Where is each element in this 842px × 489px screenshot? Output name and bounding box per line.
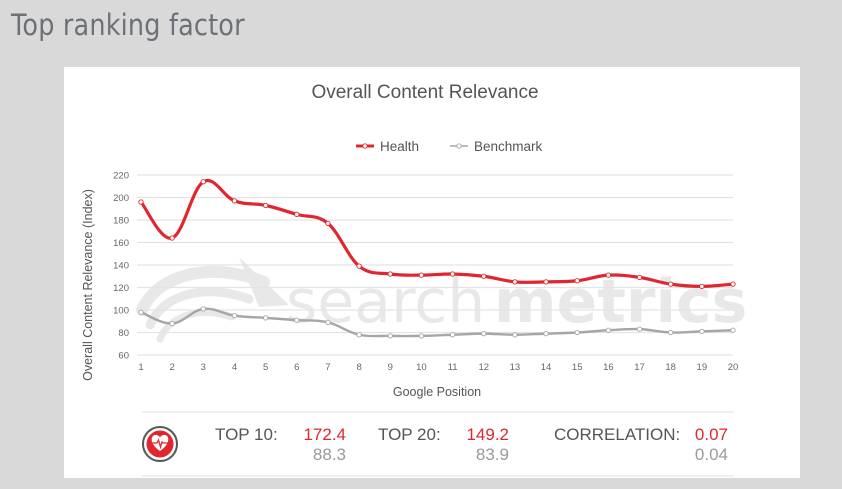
watermark-text-bold: metrics: [494, 267, 747, 337]
svg-text:16: 16: [603, 362, 614, 373]
svg-text:4: 4: [232, 362, 237, 373]
y-axis-ticks: 60 80 100 120 140 160 180 200 220: [113, 171, 129, 362]
legend-item-health[interactable]: Health: [356, 139, 419, 154]
svg-text:17: 17: [634, 362, 645, 373]
chart-legend: Health Benchmark: [356, 139, 543, 154]
y-axis-label: Overall Content Relevance (Index): [81, 189, 95, 381]
chart-card: search metrics Overall Content Relevance…: [64, 67, 800, 478]
legend-item-benchmark[interactable]: Benchmark: [450, 139, 543, 154]
x-axis-ticks: 1 2 3 4 5 6 7 8 9 10 11 12 13 14 15 16 17 18 19 20: [138, 362, 738, 373]
svg-text:140: 140: [113, 261, 129, 272]
series-benchmark: [138, 306, 736, 339]
svg-text:100: 100: [113, 306, 129, 317]
top10-benchmark-value: 88.3: [312, 445, 346, 464]
svg-text:15: 15: [572, 362, 583, 373]
svg-text:3: 3: [201, 362, 206, 373]
chart-title: Overall Content Relevance: [311, 82, 538, 103]
heart-pulse-icon: [142, 426, 178, 462]
svg-text:20: 20: [728, 362, 739, 373]
x-axis-label: Google Position: [393, 385, 481, 399]
svg-text:6: 6: [294, 362, 299, 373]
svg-text:13: 13: [510, 362, 521, 373]
svg-text:19: 19: [697, 362, 708, 373]
svg-text:10: 10: [416, 362, 427, 373]
svg-text:5: 5: [263, 362, 268, 373]
svg-text:1: 1: [138, 362, 143, 373]
correlation-benchmark-value: 0.04: [694, 445, 728, 464]
svg-text:200: 200: [113, 193, 129, 204]
series-health: [138, 178, 736, 290]
svg-text:9: 9: [388, 362, 393, 373]
svg-text:60: 60: [118, 351, 129, 362]
searchmetrics-watermark: search metrics: [136, 257, 747, 343]
legend-label: Benchmark: [474, 139, 543, 154]
svg-text:8: 8: [356, 362, 361, 373]
watermark-text-light: search: [286, 267, 485, 337]
svg-text:180: 180: [113, 216, 129, 227]
top10-health-value: 172.4: [303, 425, 346, 444]
svg-text:11: 11: [448, 362, 458, 373]
svg-text:14: 14: [541, 362, 552, 373]
svg-text:12: 12: [478, 362, 489, 373]
svg-text:2: 2: [170, 362, 175, 373]
line-chart: search metrics Overall Content Relevance…: [81, 82, 747, 477]
legend-label: Health: [380, 139, 419, 154]
svg-text:7: 7: [325, 362, 330, 373]
top20-health-value: 149.2: [466, 425, 509, 444]
svg-text:160: 160: [113, 238, 129, 249]
top20-benchmark-value: 83.9: [475, 445, 509, 464]
correlation-label: CORRELATION:: [554, 425, 681, 444]
svg-text:220: 220: [113, 171, 129, 182]
svg-text:18: 18: [665, 362, 676, 373]
correlation-health-value: 0.07: [694, 425, 728, 444]
top20-label: TOP 20:: [378, 425, 441, 444]
page-title: Top ranking factor: [11, 8, 245, 42]
watermark-logo-icon: [136, 257, 289, 343]
svg-text:120: 120: [113, 283, 129, 294]
top10-label: TOP 10:: [215, 425, 278, 444]
svg-text:80: 80: [118, 328, 129, 339]
chart-grid: [137, 174, 733, 356]
chart-series: [138, 178, 736, 339]
